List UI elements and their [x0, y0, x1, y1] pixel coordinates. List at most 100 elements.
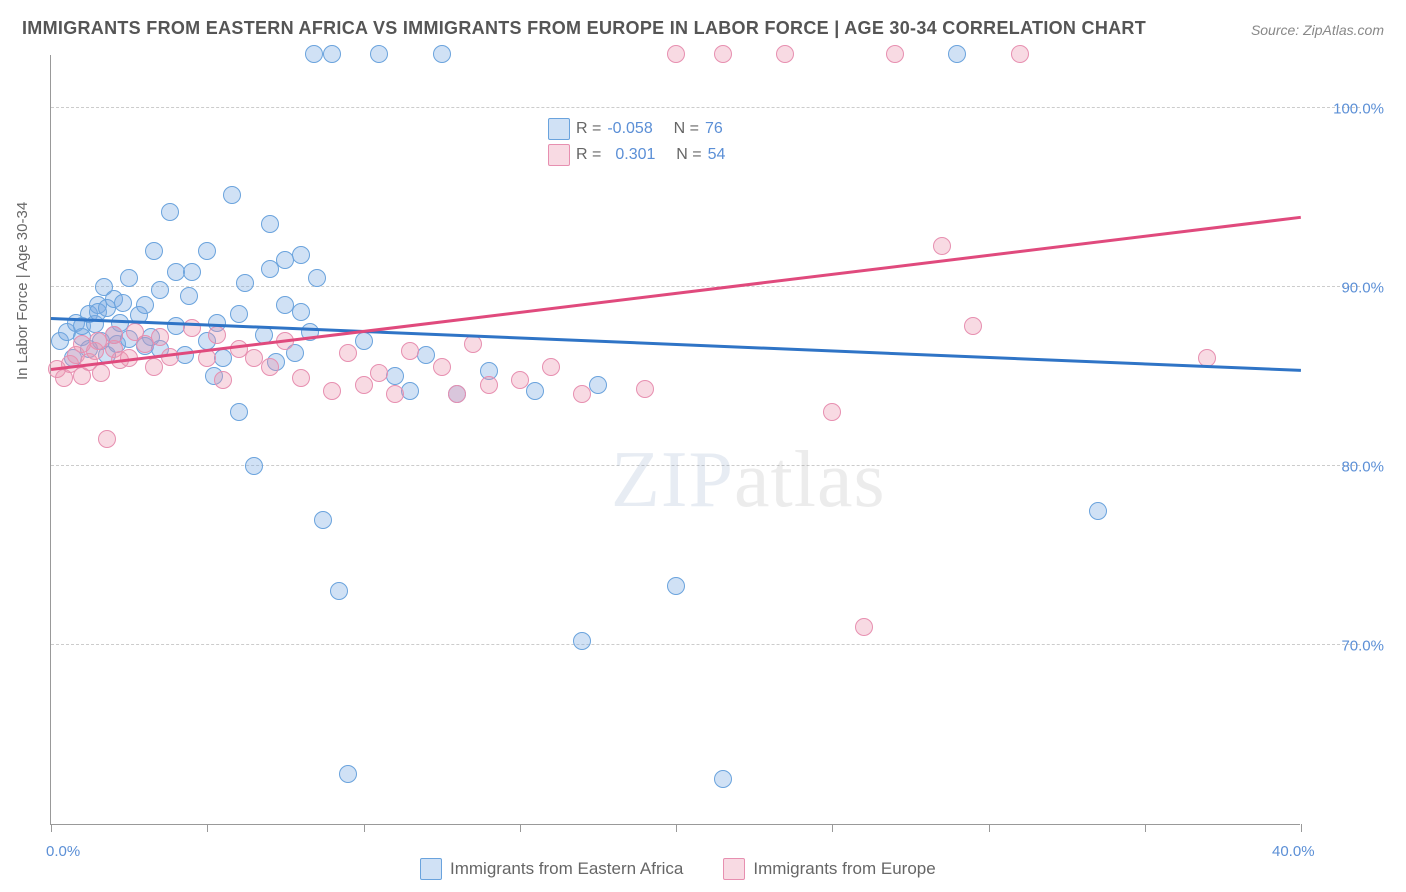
- correlation-row-2: R = 0.301 N = 54: [548, 142, 725, 168]
- data-point: [198, 242, 216, 260]
- data-point: [151, 328, 169, 346]
- data-point: [370, 45, 388, 63]
- data-point: [230, 403, 248, 421]
- data-point: [114, 294, 132, 312]
- data-point: [136, 296, 154, 314]
- legend-item-2: Immigrants from Europe: [723, 858, 935, 880]
- data-point: [339, 344, 357, 362]
- swatch-series-2: [723, 858, 745, 880]
- data-point: [120, 269, 138, 287]
- legend-label-2: Immigrants from Europe: [753, 859, 935, 879]
- watermark: ZIPatlas: [611, 435, 886, 526]
- data-point: [1011, 45, 1029, 63]
- data-point: [292, 246, 310, 264]
- data-point: [314, 511, 332, 529]
- x-tick: [1145, 824, 1146, 832]
- data-point: [433, 45, 451, 63]
- data-point: [573, 385, 591, 403]
- data-point: [573, 632, 591, 650]
- data-point: [98, 430, 116, 448]
- data-point: [92, 364, 110, 382]
- data-point: [151, 281, 169, 299]
- source-attribution: Source: ZipAtlas.com: [1251, 22, 1384, 38]
- legend-item-1: Immigrants from Eastern Africa: [420, 858, 683, 880]
- data-point: [214, 371, 232, 389]
- data-point: [236, 274, 254, 292]
- data-point: [448, 385, 466, 403]
- swatch-series-2: [548, 144, 570, 166]
- plot-area: ZIPatlas R = -0.058 N = 76 R = 0.301 N =…: [50, 55, 1300, 825]
- data-point: [386, 367, 404, 385]
- r-label: R =: [576, 146, 601, 164]
- swatch-series-1: [548, 118, 570, 140]
- data-point: [714, 770, 732, 788]
- correlation-row-1: R = -0.058 N = 76: [548, 116, 725, 142]
- data-point: [355, 332, 373, 350]
- legend-label-1: Immigrants from Eastern Africa: [450, 859, 683, 879]
- x-tick: [676, 824, 677, 832]
- data-point: [230, 305, 248, 323]
- y-tick-label: 80.0%: [1341, 458, 1384, 475]
- data-point: [1089, 502, 1107, 520]
- x-tick: [832, 824, 833, 832]
- swatch-series-1: [420, 858, 442, 880]
- n-value-1: 76: [705, 120, 723, 138]
- y-tick-label: 100.0%: [1333, 100, 1384, 117]
- y-tick-label: 90.0%: [1341, 279, 1384, 296]
- data-point: [261, 358, 279, 376]
- data-point: [323, 45, 341, 63]
- data-point: [161, 203, 179, 221]
- data-point: [223, 186, 241, 204]
- data-point: [464, 335, 482, 353]
- data-point: [305, 45, 323, 63]
- data-point: [183, 263, 201, 281]
- data-point: [292, 303, 310, 321]
- data-point: [667, 577, 685, 595]
- data-point: [370, 364, 388, 382]
- data-point: [667, 45, 685, 63]
- data-point: [823, 403, 841, 421]
- chart-container: IMMIGRANTS FROM EASTERN AFRICA VS IMMIGR…: [0, 0, 1406, 892]
- data-point: [855, 618, 873, 636]
- gridline: [51, 644, 1360, 645]
- data-point: [292, 369, 310, 387]
- series-legend: Immigrants from Eastern Africa Immigrant…: [420, 858, 936, 880]
- x-tick: [1301, 824, 1302, 832]
- data-point: [208, 326, 226, 344]
- data-point: [480, 376, 498, 394]
- data-point: [401, 342, 419, 360]
- data-point: [323, 382, 341, 400]
- y-tick-label: 70.0%: [1341, 637, 1384, 654]
- r-value-2: 0.301: [607, 146, 655, 164]
- data-point: [145, 358, 163, 376]
- data-point: [964, 317, 982, 335]
- data-point: [526, 382, 544, 400]
- data-point: [355, 376, 373, 394]
- correlation-legend: R = -0.058 N = 76 R = 0.301 N = 54: [541, 113, 732, 171]
- x-tick-label: 0.0%: [46, 843, 80, 860]
- x-tick: [989, 824, 990, 832]
- r-value-1: -0.058: [607, 120, 652, 138]
- data-point: [401, 382, 419, 400]
- x-tick: [207, 824, 208, 832]
- data-point: [261, 215, 279, 233]
- data-point: [180, 287, 198, 305]
- data-point: [636, 380, 654, 398]
- gridline: [51, 107, 1360, 108]
- data-point: [339, 765, 357, 783]
- data-point: [330, 582, 348, 600]
- x-tick-label: 40.0%: [1272, 843, 1315, 860]
- y-axis-label: In Labor Force | Age 30-34: [14, 202, 31, 380]
- data-point: [776, 45, 794, 63]
- watermark-bold: ZIP: [611, 436, 734, 524]
- data-point: [308, 269, 326, 287]
- data-point: [145, 242, 163, 260]
- data-point: [886, 45, 904, 63]
- chart-title: IMMIGRANTS FROM EASTERN AFRICA VS IMMIGR…: [22, 18, 1146, 39]
- data-point: [948, 45, 966, 63]
- r-label: R =: [576, 120, 601, 138]
- data-point: [433, 358, 451, 376]
- n-value-2: 54: [708, 146, 726, 164]
- data-point: [542, 358, 560, 376]
- data-point: [933, 237, 951, 255]
